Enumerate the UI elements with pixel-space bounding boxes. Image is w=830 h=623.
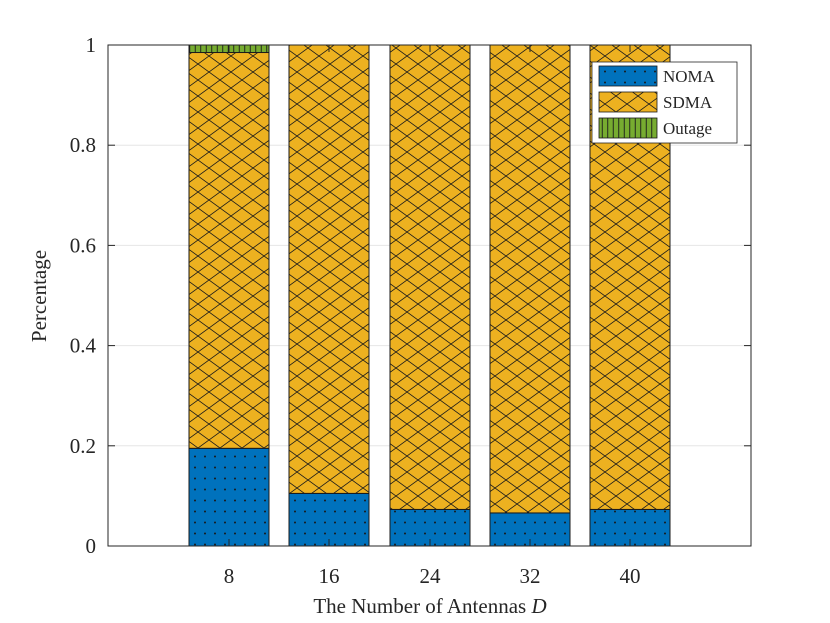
y-tick-labels: 0 0.2 0.4 0.6 0.8 1 (70, 33, 97, 558)
legend-item-outage: Outage (598, 117, 712, 139)
y-tick-label: 0.8 (70, 133, 96, 157)
y-tick-label: 0.4 (70, 334, 97, 358)
y-tick-label: 1 (86, 33, 97, 57)
y-tick-label: 0 (86, 534, 97, 558)
y-axis-label: Percentage (27, 250, 51, 342)
legend-label-outage: Outage (663, 119, 712, 138)
axis-ticks (108, 44, 751, 547)
bar-noma-16 (288, 492, 370, 547)
bars (188, 44, 671, 547)
bar-noma-40 (589, 508, 671, 547)
x-axis-label: The Number of Antennas D (313, 594, 546, 618)
bar-sdma-16 (288, 44, 370, 494)
legend-item-noma: NOMA (598, 65, 716, 87)
y-tick-label: 0.2 (70, 434, 96, 458)
x-tick-label: 32 (520, 564, 541, 588)
x-tick-label: 40 (620, 564, 641, 588)
x-tick-label: 16 (319, 564, 340, 588)
y-tick-label: 0.6 (70, 233, 96, 257)
bar-noma-8 (188, 447, 270, 547)
bar-sdma-24 (389, 44, 471, 510)
legend: NOMA SDMA Outage (591, 61, 738, 144)
bar-sdma-32 (489, 44, 571, 514)
x-tick-labels: 8 16 24 32 40 (224, 564, 641, 588)
legend-item-sdma: SDMA (598, 91, 713, 113)
bar-sdma-8 (188, 52, 270, 449)
x-tick-label: 8 (224, 564, 235, 588)
legend-label-sdma: SDMA (663, 93, 713, 112)
x-tick-label: 24 (420, 564, 442, 588)
x-axis-label-var: D (530, 594, 546, 618)
legend-label-noma: NOMA (663, 67, 716, 86)
x-axis-label-text: The Number of Antennas (313, 594, 531, 618)
